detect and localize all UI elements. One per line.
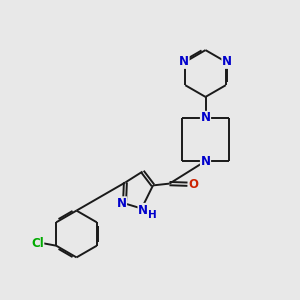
Text: N: N	[179, 55, 189, 68]
Text: N: N	[222, 55, 232, 68]
Text: Cl: Cl	[31, 237, 44, 250]
Text: N: N	[200, 154, 211, 168]
Text: N: N	[138, 203, 148, 217]
Text: H: H	[148, 210, 157, 220]
Text: N: N	[116, 197, 127, 210]
Text: N: N	[200, 111, 211, 124]
Text: O: O	[188, 178, 199, 191]
